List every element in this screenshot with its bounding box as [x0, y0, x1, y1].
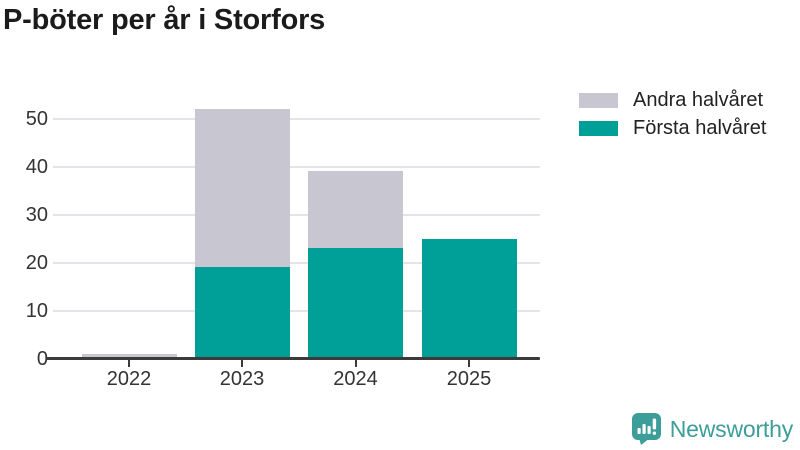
- bar-segment-2022-andra-halv-ret: [81, 353, 177, 359]
- brand-name: Newsworthy: [669, 415, 793, 442]
- x-tick-mark-2023: [241, 360, 243, 367]
- bar-segment-2024-andra-halv-ret: [308, 171, 403, 249]
- x-tick-label-2023: 2023: [219, 368, 265, 390]
- y-tick-label-40: 40: [25, 155, 48, 178]
- y-tick-label-50: 50: [25, 107, 48, 130]
- y-tick-label-30: 30: [25, 203, 48, 226]
- y-axis: 0 10 20 30 40 50: [0, 0, 48, 450]
- legend-swatch-andra: [579, 93, 618, 108]
- bar-segment-2023-f-rsta-halv-ret: [194, 267, 290, 359]
- x-tick-mark-2025: [468, 360, 470, 367]
- bar-segment-2023-andra-halv-ret: [194, 108, 290, 268]
- x-tick-mark-2022: [128, 360, 130, 367]
- legend-swatch-forsta: [579, 121, 618, 136]
- chart-title: P-böter per år i Storfors: [3, 4, 326, 36]
- bar-segment-2024-f-rsta-halv-ret: [308, 248, 403, 359]
- newsworthy-icon: [631, 413, 661, 445]
- plot-area: [53, 95, 540, 359]
- gridline-y30: [53, 213, 540, 216]
- legend-label: Första halvåret: [633, 117, 767, 139]
- y-tick-label-0: 0: [36, 347, 48, 370]
- x-axis-line: [46, 357, 540, 360]
- gridline-y20: [53, 261, 540, 264]
- legend-label: Andra halvåret: [633, 89, 764, 111]
- x-tick-mark-2024: [354, 360, 357, 367]
- legend-item-andra: Andra halvåret: [579, 89, 766, 111]
- legend-item-forsta: Första halvåret: [579, 117, 767, 139]
- x-tick-label-2024: 2024: [333, 368, 378, 390]
- y-tick-label-20: 20: [25, 251, 48, 274]
- y-tick-label-10: 10: [25, 299, 48, 322]
- bar-segment-2025-f-rsta-halv-ret: [421, 238, 517, 359]
- x-tick-label-2022: 2022: [106, 368, 152, 390]
- gridline-y50: [53, 117, 540, 120]
- x-tick-label-2025: 2025: [446, 368, 492, 390]
- legend: Andra halvåret Första halvåret: [579, 89, 767, 139]
- brand-logo: Newsworthy: [631, 412, 793, 446]
- gridline-y40: [53, 165, 540, 168]
- gridline-y10: [53, 309, 540, 312]
